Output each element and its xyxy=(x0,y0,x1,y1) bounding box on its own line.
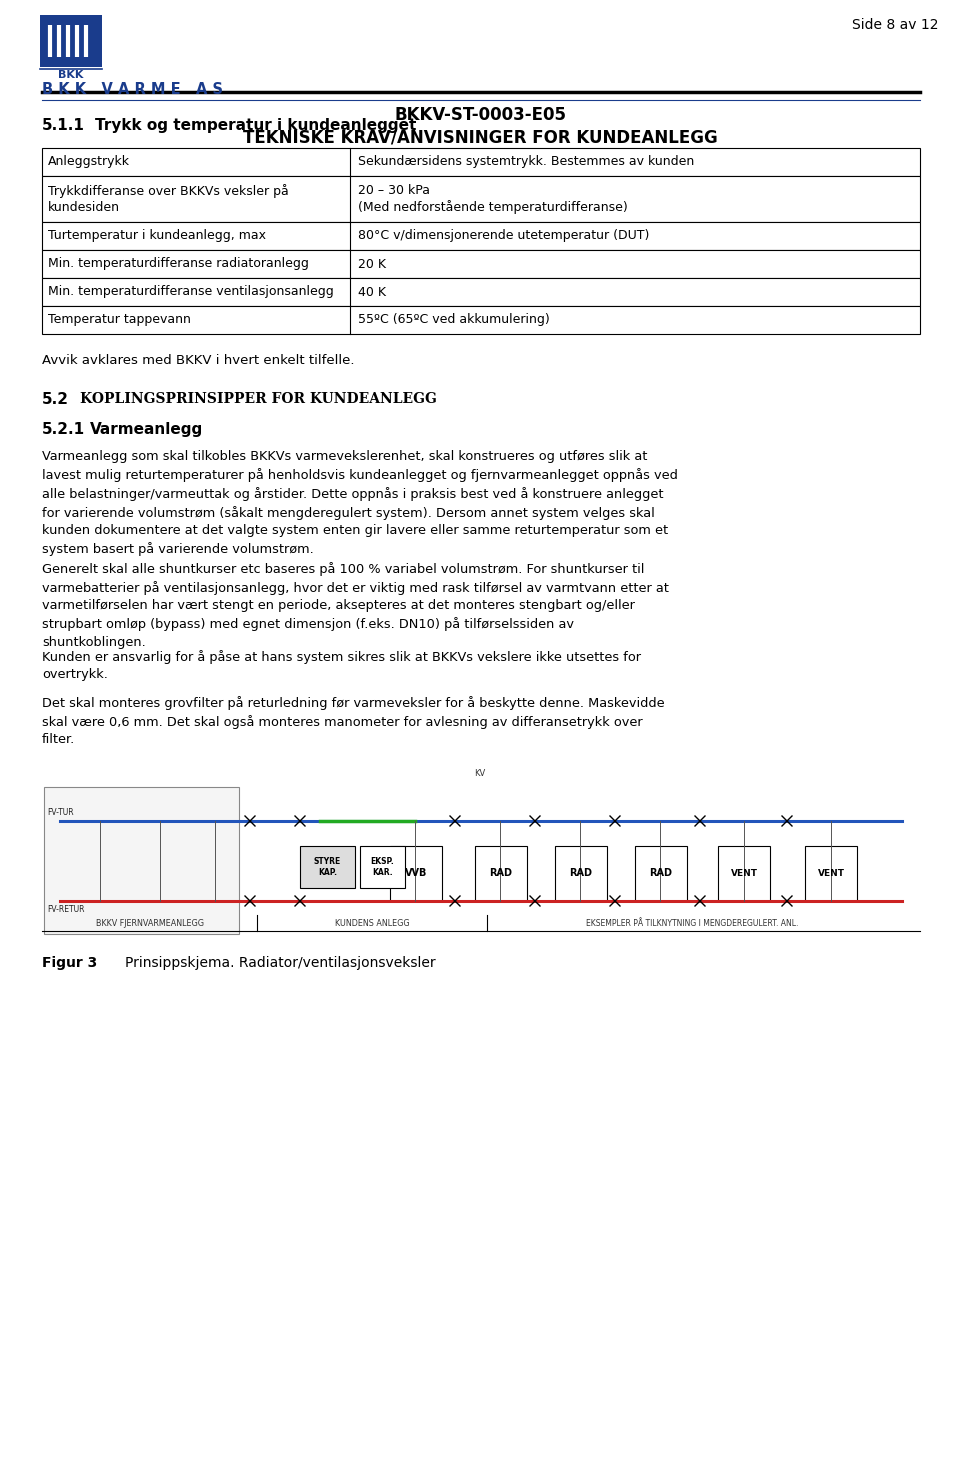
Text: Temperatur tappevann: Temperatur tappevann xyxy=(48,313,191,327)
Text: FV-RETUR: FV-RETUR xyxy=(47,905,84,913)
Text: 5.2.1: 5.2.1 xyxy=(42,423,85,437)
Bar xyxy=(44,786,239,934)
Text: Min. temperaturdifferanse ventilasjonsanlegg: Min. temperaturdifferanse ventilasjonsan… xyxy=(48,285,334,299)
Text: STYRE
KAP.: STYRE KAP. xyxy=(314,857,341,876)
Text: 20 K: 20 K xyxy=(358,257,386,270)
Bar xyxy=(42,148,920,176)
Bar xyxy=(300,845,355,888)
Text: Trykkdifferanse over BKKVs veksler på
kundesiden: Trykkdifferanse over BKKVs veksler på ku… xyxy=(48,183,289,214)
Text: 5.2: 5.2 xyxy=(42,392,69,406)
Bar xyxy=(40,15,102,67)
Text: Min. temperaturdifferanse radiatoranlegg: Min. temperaturdifferanse radiatoranlegg xyxy=(48,257,309,270)
Text: KOPLINGSPRINSIPPER FOR KUNDEANLEGG: KOPLINGSPRINSIPPER FOR KUNDEANLEGG xyxy=(80,392,437,406)
Text: BKKV FJERNVARMEANLEGG: BKKV FJERNVARMEANLEGG xyxy=(96,918,204,928)
Text: 5.1.1: 5.1.1 xyxy=(42,118,84,133)
Text: EKSEMPLER PÅ TILKNYTNING I MENGDEREGULERT. ANL.: EKSEMPLER PÅ TILKNYTNING I MENGDEREGULER… xyxy=(586,918,798,928)
Text: B K K   V A R M E   A S: B K K V A R M E A S xyxy=(42,81,223,98)
Bar xyxy=(360,845,405,888)
Bar xyxy=(42,306,920,334)
Bar xyxy=(635,845,687,902)
Bar xyxy=(42,278,920,306)
Bar xyxy=(475,845,527,902)
Text: Generelt skal alle shuntkurser etc baseres på 100 % variabel volumstrøm. For shu: Generelt skal alle shuntkurser etc baser… xyxy=(42,562,669,649)
Bar xyxy=(805,845,857,902)
Text: Det skal monteres grovfilter på returledning før varmeveksler for å beskytte den: Det skal monteres grovfilter på returled… xyxy=(42,696,664,746)
Text: Anleggstrykk: Anleggstrykk xyxy=(48,155,130,168)
Text: Prinsippskjema. Radiator/ventilasjonsveksler: Prinsippskjema. Radiator/ventilasjonsvek… xyxy=(125,956,436,970)
Text: VVB: VVB xyxy=(405,869,427,878)
Text: EKSP.
KAR.: EKSP. KAR. xyxy=(371,857,395,876)
Text: Varmeanlegg som skal tilkobles BKKVs varmevekslerenhet, skal konstrueres og utfø: Varmeanlegg som skal tilkobles BKKVs var… xyxy=(42,449,678,556)
Text: VENT: VENT xyxy=(731,869,757,878)
Text: Varmeanlegg: Varmeanlegg xyxy=(90,423,204,437)
Text: Kunden er ansvarlig for å påse at hans system sikres slik at BKKVs vekslere ikke: Kunden er ansvarlig for å påse at hans s… xyxy=(42,650,641,681)
Text: 20 – 30 kPa
(Med nedforstående temperaturdifferanse): 20 – 30 kPa (Med nedforstående temperatu… xyxy=(358,183,628,214)
Text: RAD: RAD xyxy=(650,869,673,878)
Text: Figur 3: Figur 3 xyxy=(42,956,97,970)
Bar xyxy=(42,176,920,222)
Text: KV: KV xyxy=(474,769,486,777)
Bar xyxy=(718,845,770,902)
Text: Trykk og temperatur i kundeanlegget: Trykk og temperatur i kundeanlegget xyxy=(95,118,417,133)
Bar xyxy=(42,222,920,250)
Bar xyxy=(42,761,920,936)
Text: TEKNISKE KRAV/ANVISNINGER FOR KUNDEANLEGG: TEKNISKE KRAV/ANVISNINGER FOR KUNDEANLEG… xyxy=(243,129,717,146)
Text: VENT: VENT xyxy=(818,869,845,878)
Text: Turtemperatur i kundeanlegg, max: Turtemperatur i kundeanlegg, max xyxy=(48,229,266,242)
Text: 80°C v/dimensjonerende utetemperatur (DUT): 80°C v/dimensjonerende utetemperatur (DU… xyxy=(358,229,649,242)
Text: KUNDENS ANLEGG: KUNDENS ANLEGG xyxy=(335,918,409,928)
Text: RAD: RAD xyxy=(490,869,513,878)
Text: 55ºC (65ºC ved akkumulering): 55ºC (65ºC ved akkumulering) xyxy=(358,313,550,327)
Text: FV-TUR: FV-TUR xyxy=(47,808,74,817)
Text: RAD: RAD xyxy=(569,869,592,878)
Bar xyxy=(42,250,920,278)
Text: Side 8 av 12: Side 8 av 12 xyxy=(852,18,938,33)
Bar xyxy=(390,845,442,902)
Text: BKK: BKK xyxy=(59,69,84,80)
Text: 40 K: 40 K xyxy=(358,285,386,299)
Bar xyxy=(555,845,607,902)
Text: Avvik avklares med BKKV i hvert enkelt tilfelle.: Avvik avklares med BKKV i hvert enkelt t… xyxy=(42,355,354,367)
Text: BKKV-ST-0003-E05: BKKV-ST-0003-E05 xyxy=(394,106,566,124)
Text: Sekundærsidens systemtrykk. Bestemmes av kunden: Sekundærsidens systemtrykk. Bestemmes av… xyxy=(358,155,694,168)
